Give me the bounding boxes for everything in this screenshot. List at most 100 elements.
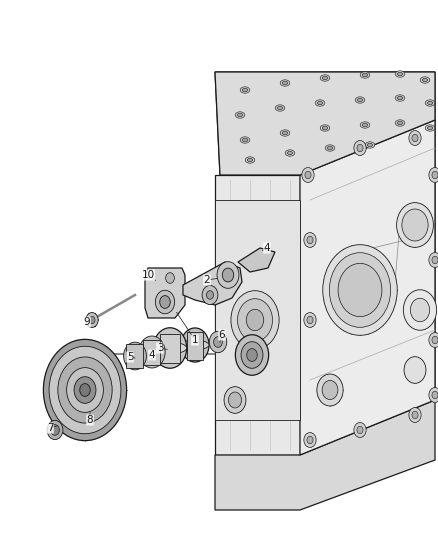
Circle shape — [74, 377, 96, 403]
Text: 1: 1 — [192, 335, 198, 345]
Circle shape — [357, 426, 363, 434]
Circle shape — [181, 328, 209, 362]
Ellipse shape — [240, 137, 250, 143]
Ellipse shape — [318, 101, 323, 104]
Circle shape — [307, 437, 313, 444]
Ellipse shape — [397, 72, 403, 76]
Circle shape — [237, 298, 272, 341]
Circle shape — [43, 340, 127, 441]
Ellipse shape — [395, 120, 405, 126]
Polygon shape — [126, 344, 143, 368]
Ellipse shape — [360, 72, 370, 78]
Circle shape — [89, 316, 95, 324]
Circle shape — [155, 290, 175, 314]
Ellipse shape — [422, 78, 427, 82]
Circle shape — [354, 141, 366, 156]
Ellipse shape — [315, 100, 325, 106]
Circle shape — [338, 263, 382, 317]
Circle shape — [160, 336, 180, 360]
Ellipse shape — [362, 74, 367, 77]
Polygon shape — [183, 262, 242, 305]
Ellipse shape — [360, 122, 370, 128]
Polygon shape — [215, 400, 435, 510]
Circle shape — [304, 312, 316, 327]
Circle shape — [412, 411, 418, 419]
Circle shape — [124, 342, 146, 370]
Circle shape — [357, 144, 363, 152]
Ellipse shape — [245, 157, 255, 163]
Circle shape — [302, 167, 314, 182]
Text: 3: 3 — [157, 343, 163, 353]
Circle shape — [223, 268, 234, 282]
Text: 6: 6 — [219, 330, 225, 340]
Ellipse shape — [397, 96, 403, 100]
Ellipse shape — [420, 77, 430, 83]
Circle shape — [404, 357, 426, 383]
Ellipse shape — [235, 112, 245, 118]
Ellipse shape — [355, 97, 365, 103]
Circle shape — [412, 134, 418, 142]
Ellipse shape — [247, 158, 253, 161]
Text: 10: 10 — [141, 270, 155, 280]
Circle shape — [410, 298, 430, 322]
Text: 4: 4 — [264, 243, 270, 253]
Circle shape — [206, 290, 213, 299]
Ellipse shape — [425, 100, 435, 106]
Circle shape — [304, 232, 316, 247]
Ellipse shape — [427, 101, 433, 104]
Circle shape — [235, 335, 268, 375]
Circle shape — [86, 312, 98, 327]
Circle shape — [139, 336, 165, 368]
Ellipse shape — [280, 130, 290, 136]
Circle shape — [305, 171, 311, 179]
Circle shape — [80, 384, 90, 397]
Ellipse shape — [427, 126, 433, 130]
Ellipse shape — [357, 99, 363, 102]
Circle shape — [307, 236, 313, 244]
Text: 9: 9 — [84, 317, 90, 327]
Ellipse shape — [287, 151, 293, 155]
Ellipse shape — [237, 114, 243, 117]
Polygon shape — [187, 332, 203, 360]
Text: 7: 7 — [47, 423, 53, 433]
Circle shape — [130, 350, 140, 362]
Text: 8: 8 — [87, 415, 93, 425]
Circle shape — [432, 171, 438, 179]
Ellipse shape — [275, 105, 285, 111]
Ellipse shape — [283, 132, 288, 135]
Circle shape — [322, 381, 338, 400]
Circle shape — [166, 273, 174, 284]
Polygon shape — [160, 334, 180, 363]
Ellipse shape — [322, 126, 328, 130]
Circle shape — [49, 346, 121, 434]
Circle shape — [231, 290, 279, 349]
Circle shape — [317, 374, 343, 406]
Polygon shape — [215, 72, 435, 175]
Circle shape — [354, 423, 366, 438]
Ellipse shape — [283, 82, 288, 85]
Ellipse shape — [181, 340, 209, 350]
Ellipse shape — [322, 76, 328, 79]
Circle shape — [323, 245, 397, 335]
Ellipse shape — [320, 125, 330, 131]
Circle shape — [429, 253, 438, 268]
Circle shape — [432, 391, 438, 399]
Circle shape — [396, 203, 433, 247]
Circle shape — [304, 433, 316, 448]
Circle shape — [246, 309, 264, 330]
Circle shape — [209, 332, 227, 353]
Text: 4: 4 — [148, 350, 155, 360]
Circle shape — [202, 285, 218, 304]
Circle shape — [402, 209, 428, 241]
Circle shape — [160, 296, 170, 309]
Ellipse shape — [320, 75, 330, 81]
Circle shape — [51, 425, 60, 435]
Ellipse shape — [395, 71, 405, 77]
Circle shape — [247, 349, 257, 361]
Polygon shape — [300, 120, 435, 455]
Circle shape — [432, 256, 438, 264]
Circle shape — [47, 421, 63, 440]
Circle shape — [145, 344, 159, 360]
Circle shape — [224, 386, 246, 413]
Polygon shape — [300, 120, 435, 455]
